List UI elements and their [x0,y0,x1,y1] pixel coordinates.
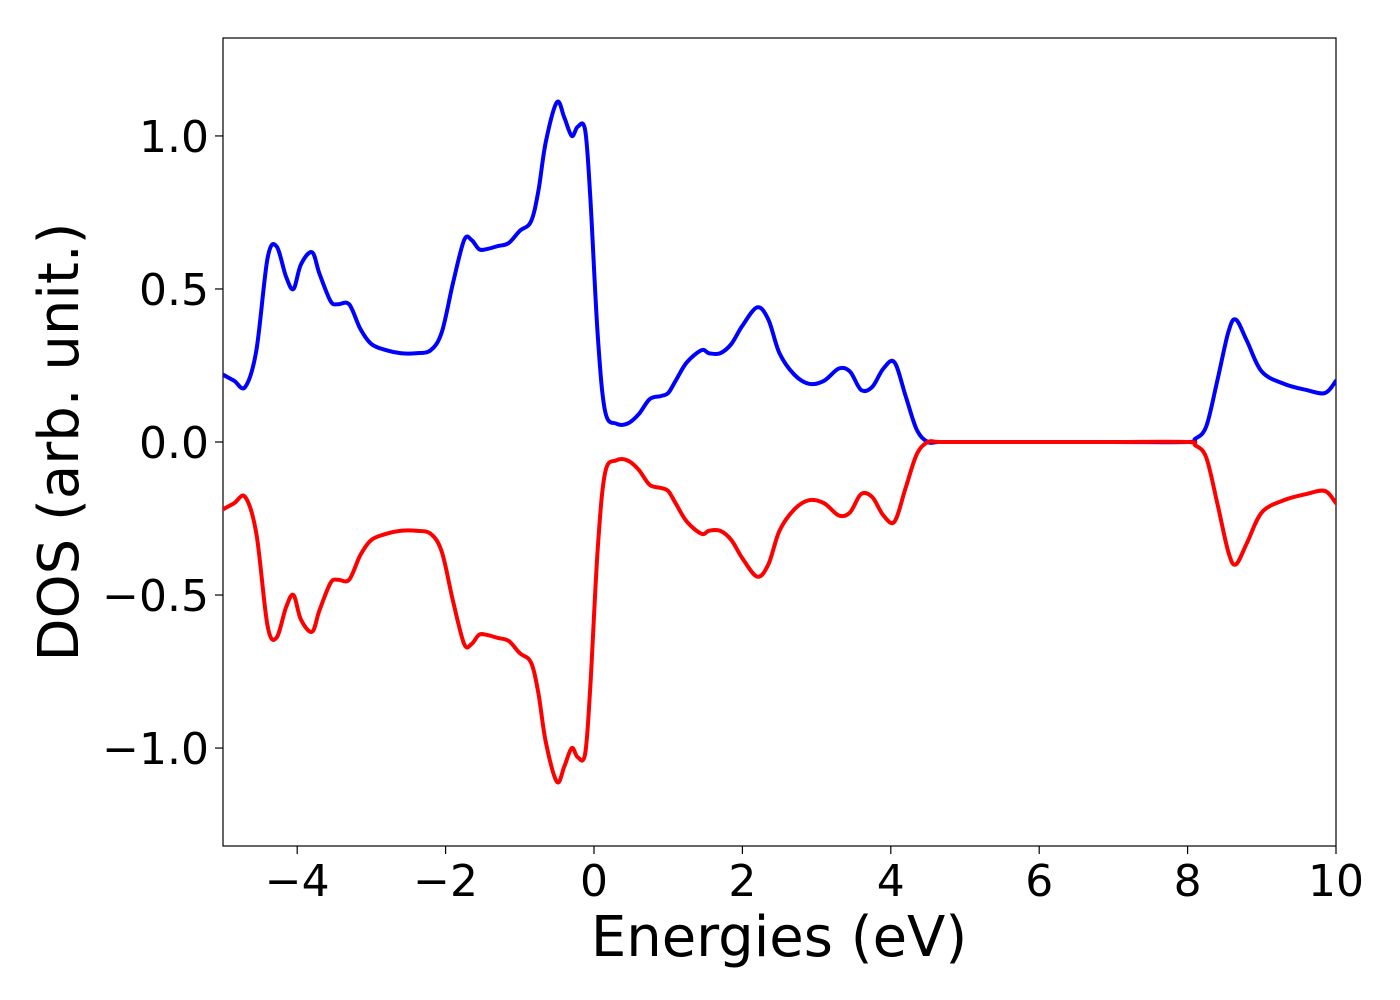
y-tick-label: −0.5 [102,571,209,622]
x-tick-label: 8 [1174,856,1202,907]
x-tick-label: 2 [728,856,756,907]
y-tick-label: 0.0 [139,418,209,469]
x-tick-label: 4 [877,856,905,907]
y-tick-label: 1.0 [139,112,209,163]
x-tick-label: 0 [580,856,608,907]
y-axis-title: DOS (arb. unit.) [27,222,92,661]
x-tick-label: 6 [1025,856,1053,907]
series-layer [223,99,1336,785]
y-tick-label: −1.0 [102,724,209,775]
y-tick-label: 0.5 [139,265,209,316]
x-axis-ticks: −4 −2 0 2 4 6 8 10 [265,846,1364,907]
x-axis-title: Energies (eV) [591,905,967,970]
series-line-2 [223,439,1336,785]
x-tick-label: 10 [1308,856,1364,907]
x-tick-label: −2 [413,856,478,907]
y-axis-ticks: 1.0 0.5 0.0 −0.5 −1.0 [102,112,223,775]
x-tick-label: −4 [265,856,330,907]
